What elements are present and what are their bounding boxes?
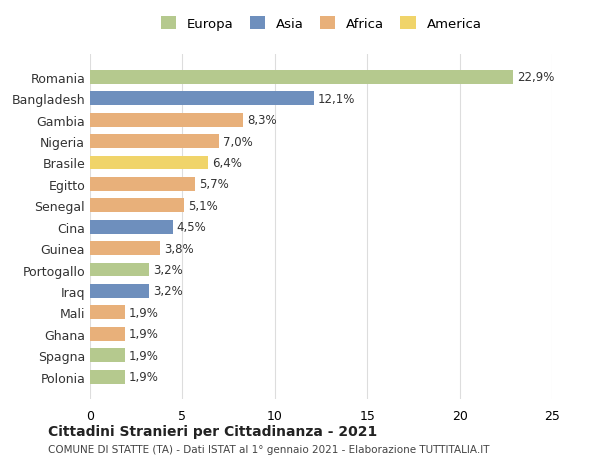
Bar xyxy=(90,284,149,298)
Bar xyxy=(90,348,125,362)
Bar xyxy=(90,92,314,106)
Bar xyxy=(90,113,244,127)
Bar xyxy=(90,199,184,213)
Bar xyxy=(90,370,125,384)
Text: 1,9%: 1,9% xyxy=(129,370,158,383)
Bar xyxy=(90,306,125,319)
Bar xyxy=(90,156,208,170)
Text: Cittadini Stranieri per Cittadinanza - 2021: Cittadini Stranieri per Cittadinanza - 2… xyxy=(48,425,377,438)
Bar xyxy=(90,327,125,341)
Text: 1,9%: 1,9% xyxy=(129,328,158,341)
Text: 1,9%: 1,9% xyxy=(129,349,158,362)
Text: 8,3%: 8,3% xyxy=(247,114,277,127)
Bar xyxy=(90,71,513,84)
Text: 5,1%: 5,1% xyxy=(188,199,218,213)
Text: 22,9%: 22,9% xyxy=(517,71,554,84)
Bar xyxy=(90,263,149,277)
Bar xyxy=(90,220,173,234)
Text: 5,7%: 5,7% xyxy=(199,178,229,191)
Text: COMUNE DI STATTE (TA) - Dati ISTAT al 1° gennaio 2021 - Elaborazione TUTTITALIA.: COMUNE DI STATTE (TA) - Dati ISTAT al 1°… xyxy=(48,444,490,454)
Bar xyxy=(90,135,220,149)
Bar xyxy=(90,241,160,256)
Legend: Europa, Asia, Africa, America: Europa, Asia, Africa, America xyxy=(161,17,481,31)
Bar xyxy=(90,178,196,191)
Text: 1,9%: 1,9% xyxy=(129,306,158,319)
Text: 7,0%: 7,0% xyxy=(223,135,253,148)
Text: 3,8%: 3,8% xyxy=(164,242,194,255)
Text: 3,2%: 3,2% xyxy=(153,285,182,298)
Text: 3,2%: 3,2% xyxy=(153,263,182,276)
Text: 12,1%: 12,1% xyxy=(317,93,355,106)
Text: 4,5%: 4,5% xyxy=(177,221,206,234)
Text: 6,4%: 6,4% xyxy=(212,157,242,170)
